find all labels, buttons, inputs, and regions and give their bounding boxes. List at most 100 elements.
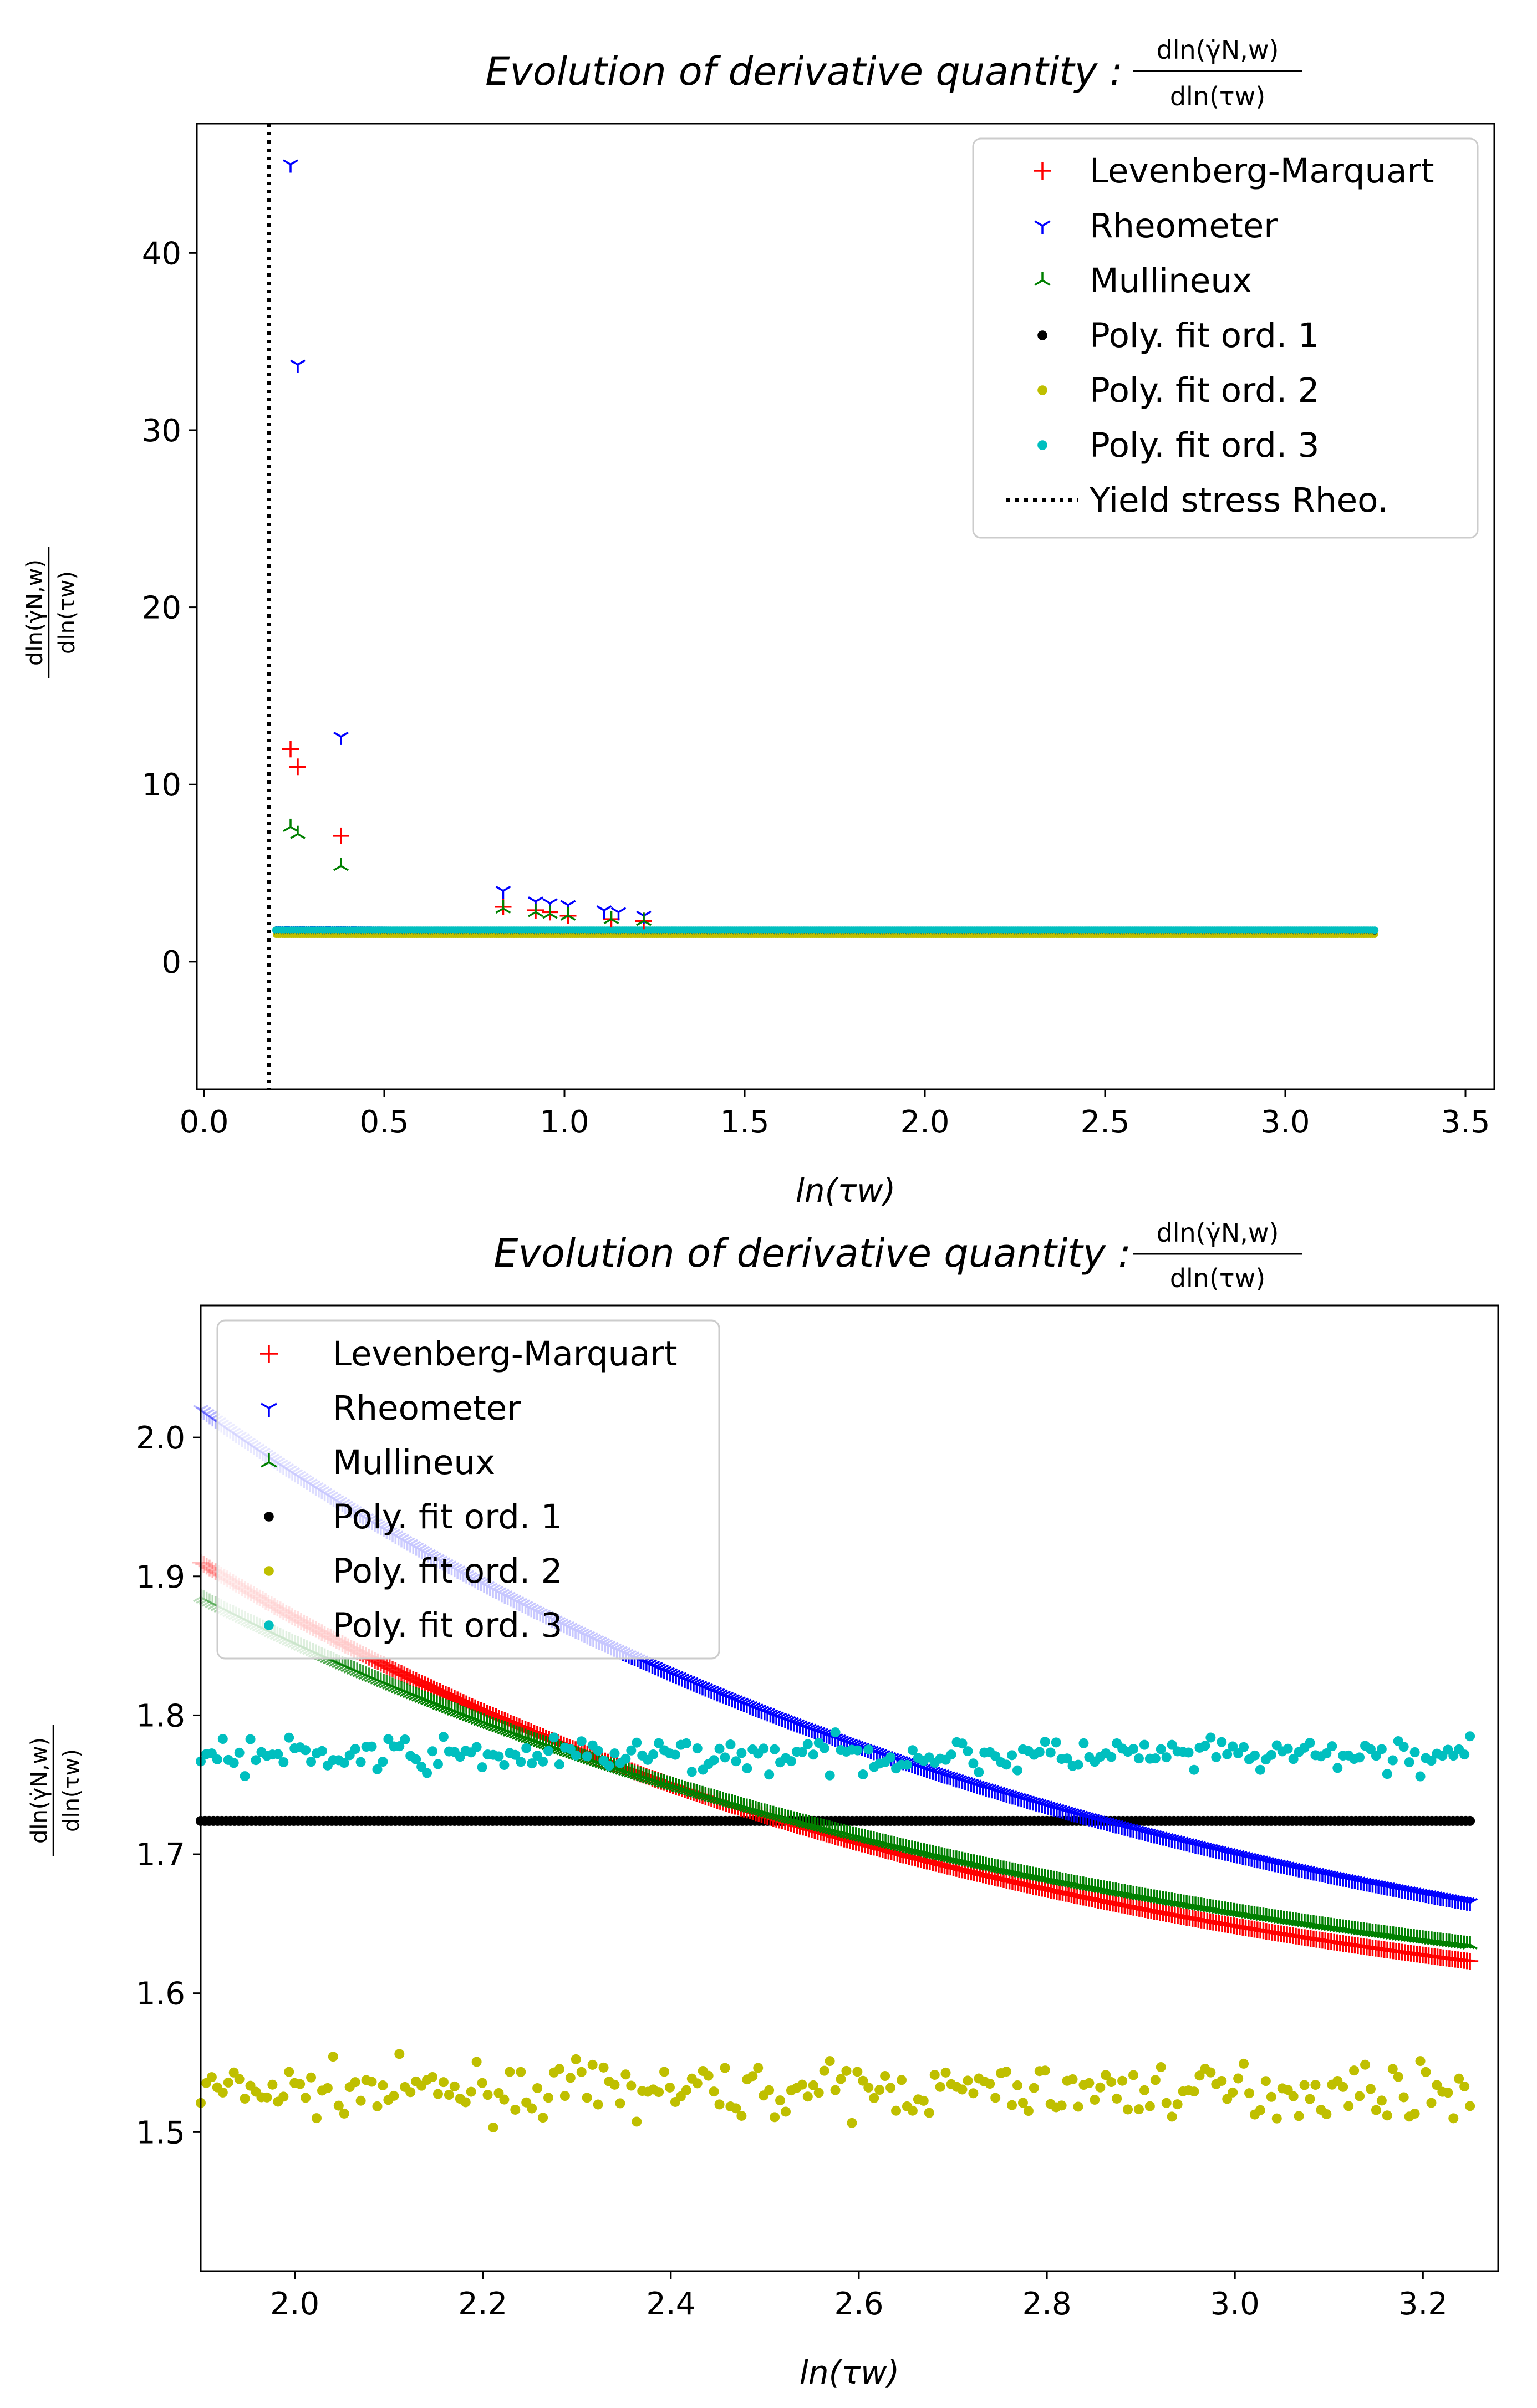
chart-2-poly2-point [764,2085,775,2095]
chart-1-mull-outlier-c [502,907,511,914]
chart-1-x-tick-label: 0.0 [179,1104,228,1140]
chart-2: Evolution of derivative quantity : dln(γ… [27,1218,1499,2391]
chart-2-poly2-point [554,2064,564,2074]
chart-2-poly2-point [432,2089,443,2099]
chart-2-poly2-point [587,2059,598,2070]
chart-1-mull-outlier-b [333,865,342,871]
chart-2-poly2-point [1338,2082,1348,2092]
chart-2-poly2-point [471,2057,482,2067]
chart-2-poly1-point [1465,1815,1475,1826]
chart-2-poly2-point [825,2056,835,2067]
chart-1-rheo-outlier-b [636,910,644,917]
chart-2-poly2-point [1189,2086,1199,2097]
chart-1-x-tick-label: 1.5 [720,1104,769,1140]
chart-2-poly2-point [940,2067,951,2078]
chart-2-poly2-point [477,2078,487,2088]
chart-2-poly2-point [1073,2101,1083,2112]
chart-2-poly2-point [378,2080,388,2090]
chart-2-poly2-point [770,2112,780,2123]
chart-2-poly2-point [836,2074,846,2084]
chart-2-poly2-point [1084,2078,1095,2088]
chart-2-poly2-point [1244,2088,1255,2099]
legend-marker-symbol-dot [1037,440,1047,450]
chart-1-rheo-outlier [290,359,306,373]
chart-1-y-tick-label: 30 [142,413,181,449]
chart-2-poly2-point [438,2077,449,2088]
legend-label-rheometer: Rheometer [1090,206,1278,246]
chart-1-y-tick-label: 20 [142,590,181,626]
chart-1-mull-outlier-b [290,833,298,839]
chart-2-poly2-point [516,2067,526,2077]
chart-2-poly2-point [626,2080,637,2091]
chart-2-poly2-point [1376,2095,1387,2106]
chart-2-poly2-point [559,2091,570,2101]
chart-2-poly2-point [907,2105,918,2116]
chart-1-rheo-outlier-b [596,905,605,911]
chart-2-poly2-point [1288,2091,1299,2101]
chart-2-poly2-point [1106,2077,1117,2088]
chart-2-poly2-point [240,2093,250,2104]
chart-1-rheo-outlier-c [603,905,612,911]
chart-2-poly2-point [1056,2100,1067,2111]
chart-1-title: Evolution of derivative quantity : dln(γ… [485,35,1302,111]
chart-2-poly2-point [1012,2080,1023,2090]
chart-2-poly2-point [1294,2111,1304,2121]
chart-1-x-tick-label: 3.5 [1441,1104,1490,1140]
chart-2-poly2-point [505,2067,515,2077]
chart-2-poly2-point [1343,2101,1354,2111]
legend-marker-symbol [1037,440,1047,450]
chart-2-poly2-point [985,2079,995,2089]
chart-2-poly2-point [1117,2075,1128,2086]
chart-2-poly2-point [1112,2093,1122,2104]
chart-1-rheo-outlier-c [567,900,576,906]
chart-2-poly2-point [372,2101,383,2111]
chart-2-poly2-point [929,2069,940,2080]
chart-2-poly2-point [841,2065,852,2076]
chart-1-rheo-outlier-c [340,731,349,738]
chart-1-mull-outlier [333,858,349,871]
chart-2-poly2-point [1255,2105,1265,2115]
chart-2-poly2-point [609,2079,620,2090]
chart-2-title-denominator: dln(τw) [1170,1263,1265,1293]
chart-2-poly2-point [322,2083,333,2093]
chart-2-poly2-point [1310,2080,1321,2090]
chart-1-rheo-outlier-c [502,885,511,892]
chart-2-poly2-point [543,2093,554,2103]
chart-1-mull-outlier-c [340,865,349,871]
chart-2-poly2-point [306,2072,317,2083]
legend-label-levenberg-marquart: Levenberg-Marquart [1090,151,1434,191]
chart-1-rheo-outlier-c [618,907,627,913]
chart-1-y-label-numerator: dln(γ̇N,w) [22,559,48,666]
chart-2-poly2-point [301,2093,311,2103]
chart-2-poly2-point [1260,2076,1271,2086]
chart-1-title-denominator: dln(τw) [1170,81,1265,111]
chart-2-poly2-point [659,2067,670,2077]
chart-2-poly2-point [615,2098,625,2109]
chart-2-poly2-point [918,2095,929,2106]
chart-1-x-tick-label: 0.5 [359,1104,409,1140]
chart-1-poly3-point [1371,926,1379,935]
chart-2-poly2-point [1448,2113,1459,2124]
chart-2-poly2-point [830,2085,841,2095]
chart-2-poly2-point [499,2094,510,2105]
chart-2-poly2-point [1090,2094,1100,2105]
chart-1-mull-outlier-b [528,911,536,917]
legend-marker-symbol [1037,330,1047,340]
chart-1-rheo-outlier-b [333,731,342,738]
chart-2-poly2-point [593,2099,603,2110]
chart-1: Evolution of derivative quantity : dln(γ… [22,35,1495,1210]
legend-marker-3 [1037,330,1047,340]
chart-2-poly2-point [747,2071,758,2082]
chart-2-poly2-point [1161,2098,1172,2108]
chart-1-y-tick-label: 0 [161,945,181,981]
chart-1-x-tick-label: 1.0 [540,1104,589,1140]
chart-2-poly2-point [1299,2080,1310,2090]
chart-2-poly2-point [262,2092,272,2103]
chart-2-poly2-point [775,2095,786,2106]
legend-label-mullineux: Mullineux [1090,261,1252,300]
chart-2-poly2-point [1128,2070,1139,2080]
chart-2-poly2-point [394,2049,405,2059]
chart-1-rheo-outlier-b [283,159,291,166]
chart-2-poly2-point [565,2073,576,2083]
chart-2-poly2-point [598,2062,609,2073]
